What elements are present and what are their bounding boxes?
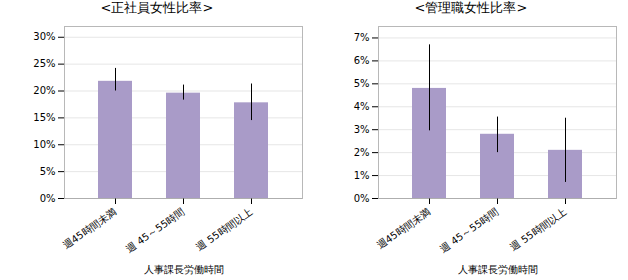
svg-text:人事課長労働時間: 人事課長労働時間 [458, 264, 538, 275]
svg-text:20%: 20% [33, 85, 55, 96]
svg-text:週 55時間以上: 週 55時間以上 [194, 206, 254, 253]
svg-text:10%: 10% [33, 139, 55, 150]
svg-text:人事課長労働時間: 人事課長労働時間 [144, 264, 224, 275]
svg-text:週 45～55時間: 週 45～55時間 [124, 206, 187, 254]
svg-text:0%: 0% [354, 193, 370, 204]
svg-text:1%: 1% [354, 170, 370, 181]
svg-text:2%: 2% [354, 147, 370, 158]
svg-text:週 45～55時間: 週 45～55時間 [438, 206, 501, 254]
svg-text:25%: 25% [33, 58, 55, 69]
svg-text:7%: 7% [354, 32, 370, 43]
svg-text:5%: 5% [40, 166, 56, 177]
svg-text:6%: 6% [354, 55, 370, 66]
svg-text:3%: 3% [354, 124, 370, 135]
html-text:<正社員女性比率>: <正社員女性比率> [100, 0, 214, 15]
svg-text:週 55時間以上: 週 55時間以上 [508, 206, 568, 253]
svg-text:週45時間未満: 週45時間未満 [375, 206, 433, 251]
svg-text:15%: 15% [33, 112, 55, 123]
svg-text:0%: 0% [40, 193, 56, 204]
svg-text:週45時間未満: 週45時間未満 [61, 206, 119, 251]
html-text:<管理職女性比率>: <管理職女性比率> [414, 0, 528, 15]
svg-text:30%: 30% [33, 31, 55, 42]
svg-text:5%: 5% [354, 78, 370, 89]
svg-text:4%: 4% [354, 101, 370, 112]
